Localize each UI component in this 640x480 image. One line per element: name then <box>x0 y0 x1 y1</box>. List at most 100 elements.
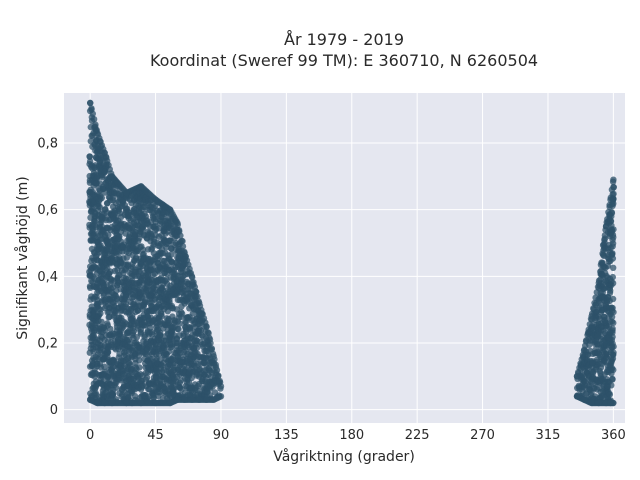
data-point <box>203 396 210 403</box>
data-point <box>207 339 214 347</box>
chart-title-line-2: Koordinat (Sweref 99 TM): E 360710, N 62… <box>150 51 538 70</box>
data-point <box>609 329 616 336</box>
data-point <box>107 325 114 333</box>
data-point <box>112 384 120 391</box>
data-point <box>105 231 112 238</box>
data-point <box>610 176 617 183</box>
data-point <box>123 399 130 407</box>
data-point <box>610 308 617 316</box>
data-point <box>215 372 222 379</box>
x-tick-label: 0 <box>86 428 94 443</box>
data-point <box>595 279 602 287</box>
data-point <box>177 232 184 239</box>
data-point <box>181 396 188 403</box>
data-point <box>213 366 221 374</box>
data-point <box>94 399 101 407</box>
x-tick-label: 45 <box>147 428 164 443</box>
data-point <box>610 366 617 374</box>
data-point <box>216 377 223 385</box>
data-point <box>602 399 610 407</box>
data-point <box>609 355 617 362</box>
data-point <box>90 332 97 339</box>
data-point <box>609 375 616 383</box>
data-point <box>137 183 145 190</box>
data-point <box>166 237 173 244</box>
data-point <box>176 320 184 327</box>
data-point <box>588 399 595 407</box>
data-point <box>573 373 581 380</box>
data-point <box>608 382 615 389</box>
data-point <box>94 129 101 137</box>
data-point <box>90 116 98 123</box>
data-point <box>609 273 616 281</box>
data-point <box>609 255 617 262</box>
x-tick-label: 270 <box>470 428 495 443</box>
data-point <box>208 345 215 352</box>
data-point <box>178 309 185 316</box>
data-point <box>123 189 130 197</box>
data-point <box>101 149 108 157</box>
data-point <box>610 349 617 356</box>
data-point <box>194 293 201 300</box>
data-point <box>156 331 164 339</box>
data-point <box>88 105 95 112</box>
data-point <box>609 240 617 247</box>
data-point <box>606 391 614 398</box>
data-point <box>136 364 143 371</box>
x-tick-label: 360 <box>601 428 626 443</box>
data-point <box>190 279 197 286</box>
data-point <box>192 288 200 295</box>
data-point <box>143 374 151 381</box>
data-point <box>573 393 581 400</box>
y-axis-label: Signifikant våghöjd (m) <box>14 176 31 339</box>
data-point <box>123 254 130 261</box>
data-point <box>92 121 99 128</box>
x-tick-label: 135 <box>274 428 299 443</box>
data-point <box>108 399 116 407</box>
data-point <box>123 294 130 301</box>
data-point <box>581 396 588 403</box>
grid-lines <box>64 93 625 423</box>
data-point <box>109 391 116 399</box>
chart-title-line-1: År 1979 - 2019 <box>284 30 404 49</box>
data-point <box>136 357 143 364</box>
data-point <box>608 313 616 321</box>
data-point <box>188 374 195 382</box>
data-point <box>166 206 174 213</box>
data-point <box>595 399 602 407</box>
x-tick-label: 225 <box>405 428 430 443</box>
data-point <box>186 326 194 333</box>
data-point <box>610 264 617 271</box>
data-point <box>210 396 217 403</box>
data-point <box>610 190 617 198</box>
data-point <box>203 323 210 330</box>
data-point <box>188 396 196 403</box>
data-point <box>158 310 165 318</box>
data-point <box>125 209 132 216</box>
data-point <box>581 346 588 353</box>
data-point <box>193 344 201 352</box>
y-tick-label: 0 <box>50 403 58 418</box>
y-tick-label: 0,8 <box>37 137 58 152</box>
data-point <box>155 225 162 232</box>
data-point <box>168 302 176 310</box>
data-point <box>174 219 181 227</box>
data-point <box>196 299 203 307</box>
data-point <box>175 326 182 333</box>
data-point <box>139 246 147 253</box>
data-point <box>136 235 143 242</box>
data-point <box>607 196 614 203</box>
data-point <box>137 399 145 407</box>
data-point <box>191 283 198 291</box>
data-point <box>101 189 109 196</box>
data-point <box>104 320 111 327</box>
data-point <box>217 393 225 400</box>
data-point <box>196 396 203 403</box>
data-point <box>217 383 225 390</box>
data-point <box>210 353 217 360</box>
data-point <box>602 223 610 230</box>
data-point <box>608 209 616 217</box>
y-axis-ticks: 0 0,2 0,4 0,6 0,8 <box>37 137 58 419</box>
x-tick-label: 315 <box>536 428 561 443</box>
